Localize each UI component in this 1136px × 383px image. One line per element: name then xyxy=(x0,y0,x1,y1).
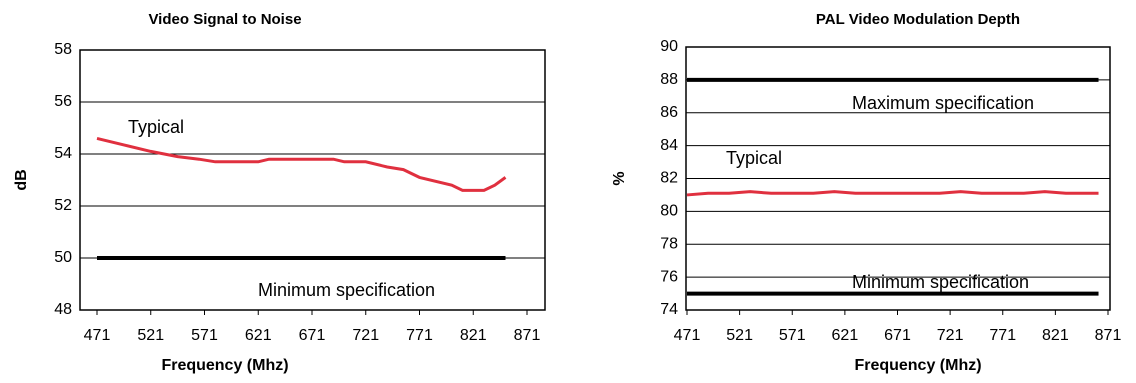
x-tick-label: 821 xyxy=(1042,327,1069,344)
series-line xyxy=(686,190,1099,197)
x-tick-label: 721 xyxy=(352,327,379,344)
y-tick-label: 56 xyxy=(54,93,72,110)
y-axis-title: dB xyxy=(13,169,30,190)
x-tick-label: 521 xyxy=(137,327,164,344)
x-tick-label: 621 xyxy=(832,327,859,344)
y-tick-label: 84 xyxy=(660,137,678,154)
series-label: Maximum specification xyxy=(852,93,1034,113)
x-tick-label: 871 xyxy=(1095,327,1122,344)
x-tick-label: 671 xyxy=(299,327,326,344)
x-tick-label: 571 xyxy=(191,327,218,344)
x-tick-label: 771 xyxy=(989,327,1016,344)
y-tick-label: 54 xyxy=(54,145,72,162)
series-label: Typical xyxy=(726,148,782,168)
y-tick-label: 76 xyxy=(660,268,678,285)
chart-title: PAL Video Modulation Depth xyxy=(816,11,1020,28)
y-tick-label: 82 xyxy=(660,170,678,187)
series-label: Typical xyxy=(128,117,184,137)
plot-frame xyxy=(685,46,1111,311)
y-tick-label: 74 xyxy=(660,301,678,318)
y-tick-label: 58 xyxy=(54,41,72,58)
series-label: Minimum specification xyxy=(852,272,1029,292)
chart-title: Video Signal to Noise xyxy=(148,11,301,28)
y-tick-label: 90 xyxy=(660,38,678,55)
y-tick-label: 86 xyxy=(660,104,678,121)
x-axis-title: Frequency (Mhz) xyxy=(161,357,288,374)
y-tick-label: 50 xyxy=(54,249,72,266)
y-axis-title: % xyxy=(611,171,628,185)
x-tick-label: 771 xyxy=(406,327,433,344)
x-axis-title: Frequency (Mhz) xyxy=(854,357,981,374)
x-tick-label: 721 xyxy=(937,327,964,344)
y-tick-label: 78 xyxy=(660,235,678,252)
x-tick-label: 521 xyxy=(726,327,753,344)
x-tick-label: 471 xyxy=(84,327,111,344)
x-tick-label: 621 xyxy=(245,327,272,344)
x-tick-label: 471 xyxy=(674,327,701,344)
x-tick-label: 671 xyxy=(884,327,911,344)
y-tick-label: 52 xyxy=(54,197,72,214)
x-tick-label: 821 xyxy=(460,327,487,344)
y-tick-label: 88 xyxy=(660,71,678,88)
x-tick-label: 571 xyxy=(779,327,806,344)
x-tick-label: 871 xyxy=(514,327,541,344)
y-tick-label: 80 xyxy=(660,203,678,220)
y-tick-label: 48 xyxy=(54,301,72,318)
series-line xyxy=(96,136,507,192)
series-label: Minimum specification xyxy=(258,280,435,300)
plot-frame xyxy=(79,49,546,311)
